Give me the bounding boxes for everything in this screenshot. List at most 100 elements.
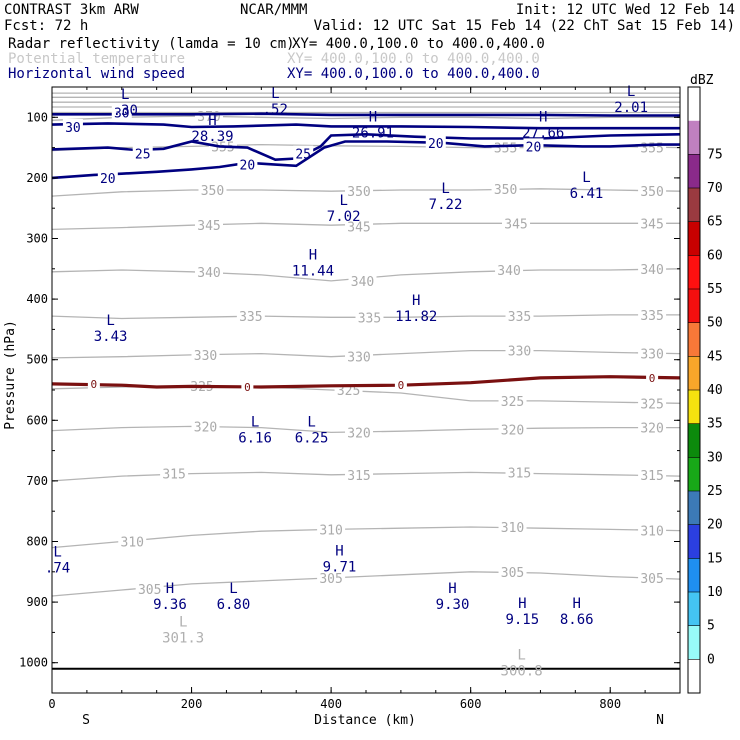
forecast-hour: Fcst: 72 h [4,18,88,34]
extremum-L-value: 3.43 [94,329,128,345]
colorbar-level-label: 70 [707,181,723,196]
extremum-L-marker: L [106,313,114,329]
theta-label-340-1-bg [348,272,377,288]
theta-label-330-0: 330 [194,349,217,364]
colorbar-level-label: 15 [707,551,723,566]
theta-label-330-3-bg [638,345,667,361]
extremum-H-marker: H [412,293,420,309]
theta-label-345-1: 345 [347,220,370,235]
theta-label-315-0: 315 [162,468,185,483]
extremum-H-marker: H [335,543,343,559]
theta-label-325-1: 325 [337,384,360,399]
extremum-L-value: .30 [113,103,138,119]
colorbar-level-label: 75 [707,147,723,162]
colorbar: 0 5 10 15 20 25 30 35 40 45 50 55 60 65 70 75 dBZ [687,73,723,694]
y-tick-label: 600 [26,413,48,427]
valid-time: Valid: 12 UTC Sat 15 Feb 14 (22 ChT Sat … [314,18,735,34]
x-end-label-right: N [656,713,664,728]
colorbar-swatch [688,592,700,626]
extremum-L-marker: L [271,86,279,102]
field-reflectivity-xy: XY= 400.0,100.0 to 400.0,400.0 [292,36,545,52]
theta-label-345-3-bg [638,215,667,231]
y-tick-label: 100 [26,110,48,124]
colorbar-swatch [688,524,700,559]
field-theta-xy: XY= 400.0,100.0 to 400.0,400.0 [287,51,540,67]
theta-label-305-0-bg [135,580,164,596]
theta-label-315-0-bg [160,465,189,481]
extremum-H-marker: H [369,110,377,126]
reflectivity-label-bg-1 [241,380,254,393]
colorbar-level-label: 55 [707,282,723,297]
wind-label-20-1: 20 [240,159,256,174]
extremum-L-value: 301.3 [162,630,204,646]
reflectivity-label-0-1: 0 [244,381,251,394]
y-axis-label: Pressure (hPa) [3,320,18,430]
wind-label-25-0-bg [132,145,153,161]
theta-label-310-3-bg [638,522,667,538]
extremum-H-value: 9.71 [323,559,357,575]
theta-label-335-2-bg [505,308,534,324]
extremum-L-value: 6.80 [217,597,251,613]
theta-label-320-1-bg [345,424,374,440]
colorbar-swatch [688,188,700,222]
wind-contour-30 [52,112,680,117]
theta-label-335-0-bg [236,308,265,324]
colorbar-swatch [688,659,700,693]
theta-label-310-0-bg [118,533,147,549]
extremum-H-marker: H [539,110,547,126]
theta-label-305-3: 305 [640,572,663,587]
colorbar-level-label: 0 [707,652,715,667]
colorbar-swatch [688,289,700,323]
colorbar-swatch [688,423,700,458]
init-time: Init: 12 UTC Wed 12 Feb 14 [516,2,735,18]
colorbar-swatch [688,625,700,660]
wind-label-20-1-bg [237,156,258,172]
wind-label-20-2: 20 [428,137,444,152]
theta-label-335-3-bg [638,306,667,322]
theta-label-345-3: 345 [640,217,663,232]
x-tick-label: 600 [460,697,482,711]
theta-label-340-1: 340 [351,275,374,290]
theta-label-320-0: 320 [194,420,217,435]
wind-label-20-3-bg [523,138,544,154]
extremum-L-value: 2.01 [614,100,648,116]
wind-label-30-0: 30 [65,121,81,136]
extremum-L-value: 6.16 [238,430,272,446]
reflectivity-label-0-3: 0 [649,372,656,385]
theta-label-345-2-bg [502,215,531,231]
theta-label-320-2-bg [498,421,527,437]
reflectivity-contour-layer: 0 0 0 0 [51,371,681,670]
theta-label-310-2-bg [498,518,527,534]
theta-label-320-2: 320 [501,423,524,438]
reflectivity-label-0-2: 0 [398,379,405,392]
theta-label-340-2: 340 [497,264,520,279]
extremum-H-value: 9.36 [153,597,187,613]
theta-label-330-1: 330 [347,351,370,366]
y-tick-label: 500 [26,353,48,367]
extremum-L-marker: L [307,414,315,430]
theta-label-330-2: 330 [508,345,531,360]
theta-label-330-3: 330 [640,348,663,363]
extremum-H-value: 28.39 [191,129,233,145]
colorbar-swatch [688,457,700,491]
theta-label-315-1: 315 [347,469,370,484]
colorbar-level-label: 60 [707,248,723,263]
theta-label-340-0-bg [195,263,223,279]
y-tick-label: 200 [26,171,48,185]
theta-label-325-2: 325 [501,395,524,410]
theta-label-305-1: 305 [319,572,342,587]
extremum-L-value: 7.02 [327,209,361,225]
field-wind-xy: XY= 400.0,100.0 to 400.0,400.0 [287,66,540,82]
x-end-label-left: S [82,713,90,728]
colorbar-level-label: 40 [707,383,723,398]
colorbar-level-label: 30 [707,450,723,465]
colorbar-level-label: 65 [707,215,723,230]
extremum-H-value: 27.66 [522,126,564,142]
x-tick-label: 800 [599,697,621,711]
theta-label-315-3: 315 [640,469,663,484]
colorbar-swatch [688,221,700,256]
theta-label-310-1-bg [317,521,346,537]
wind-label-30-0: 30 [114,106,130,121]
